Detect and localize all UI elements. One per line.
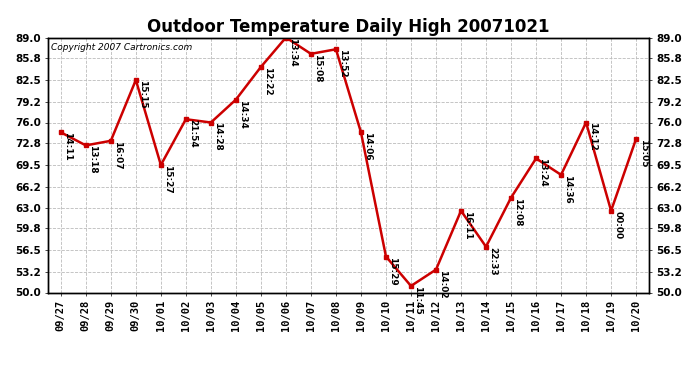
Text: 15:27: 15:27 [164,165,172,194]
Text: 12:22: 12:22 [264,67,273,96]
Text: 15:08: 15:08 [313,54,322,82]
Title: Outdoor Temperature Daily High 20071021: Outdoor Temperature Daily High 20071021 [147,18,550,36]
Text: 13:52: 13:52 [338,49,347,78]
Text: 11:45: 11:45 [413,286,422,315]
Text: 14:02: 14:02 [438,270,447,298]
Text: 14:34: 14:34 [238,100,247,129]
Text: 15:29: 15:29 [388,256,397,285]
Text: 13:24: 13:24 [538,159,547,187]
Text: 15:05: 15:05 [638,139,647,167]
Text: 21:54: 21:54 [188,119,197,148]
Text: 15:15: 15:15 [138,80,147,109]
Text: 14:06: 14:06 [364,132,373,161]
Text: 16:07: 16:07 [113,141,122,170]
Text: 14:36: 14:36 [564,175,573,204]
Text: 14:28: 14:28 [213,123,222,151]
Text: 16:11: 16:11 [464,211,473,239]
Text: 14:11: 14:11 [63,132,72,161]
Text: 13:18: 13:18 [88,146,97,174]
Text: 13:34: 13:34 [288,38,297,66]
Text: 00:00: 00:00 [613,211,622,239]
Text: 14:12: 14:12 [589,123,598,151]
Text: Copyright 2007 Cartronics.com: Copyright 2007 Cartronics.com [51,43,193,52]
Text: 12:08: 12:08 [513,198,522,226]
Text: 22:33: 22:33 [489,247,497,275]
